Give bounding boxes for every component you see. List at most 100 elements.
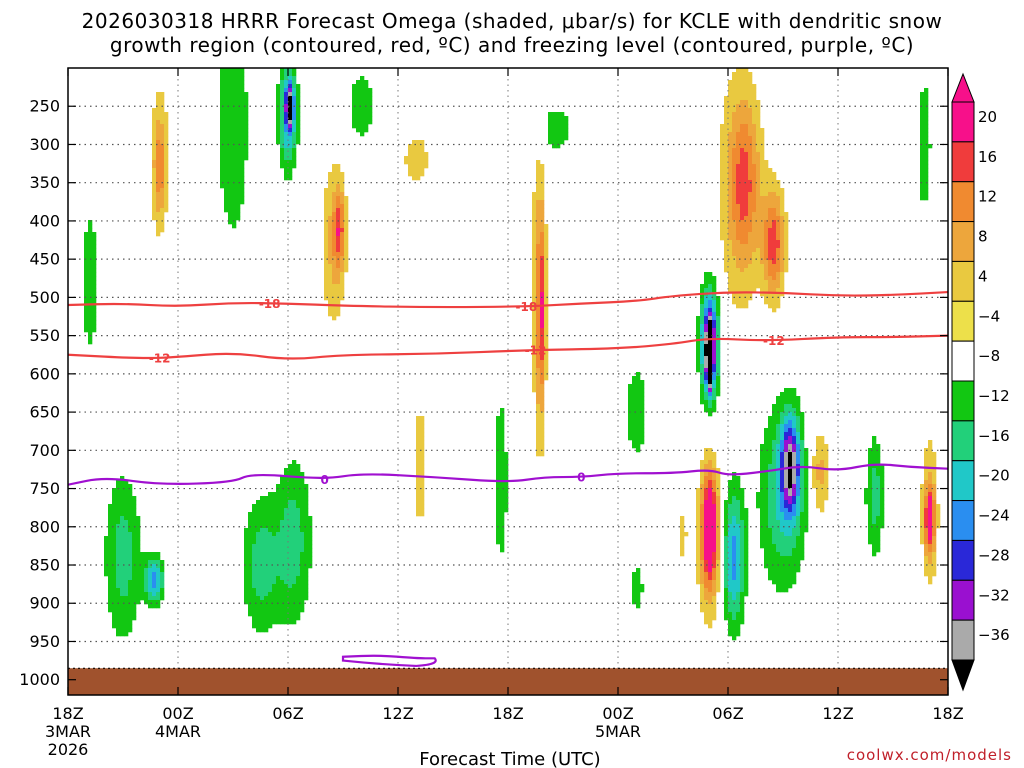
- omega-cell: [332, 308, 337, 313]
- omega-cell: [732, 556, 737, 561]
- omega-cell: [732, 76, 737, 81]
- omega-cell: [328, 216, 333, 221]
- omega-cell: [276, 492, 281, 497]
- omega-cell: [240, 200, 245, 205]
- omega-cell: [736, 520, 741, 525]
- omega-cell: [736, 280, 741, 285]
- omega-cell: [160, 224, 165, 229]
- omega-cell: [300, 520, 305, 525]
- omega-cell: [292, 112, 297, 117]
- omega-cell: [360, 116, 365, 121]
- omega-cell: [764, 180, 769, 185]
- omega-cell: [740, 284, 745, 289]
- omega-cell: [920, 524, 925, 529]
- omega-cell: [84, 256, 89, 261]
- omega-cell: [812, 456, 817, 461]
- omega-cell: [300, 544, 305, 549]
- omega-cell: [304, 560, 309, 565]
- omega-cell: [160, 208, 165, 213]
- omega-cell: [264, 520, 269, 525]
- omega-cell: [788, 452, 793, 457]
- omega-cell: [124, 504, 129, 509]
- omega-cell: [544, 296, 549, 301]
- omega-cell: [220, 80, 225, 85]
- omega-cell: [120, 616, 125, 621]
- omega-cell: [132, 520, 137, 525]
- omega-cell: [340, 248, 345, 253]
- omega-cell: [788, 444, 793, 449]
- omega-cell: [752, 288, 757, 293]
- omega-cell: [780, 244, 785, 249]
- omega-cell: [788, 388, 793, 393]
- omega-cell: [336, 248, 341, 253]
- omega-cell: [776, 576, 781, 581]
- omega-cell: [544, 356, 549, 361]
- x-tick-label: 00Z: [162, 704, 193, 723]
- omega-cell: [564, 128, 569, 133]
- omega-cell: [700, 492, 705, 497]
- omega-cell: [928, 544, 933, 549]
- omega-cell: [332, 180, 337, 185]
- omega-cell: [788, 532, 793, 537]
- omega-cell: [728, 232, 733, 237]
- omega-cell: [764, 240, 769, 245]
- omega-cell: [880, 468, 885, 473]
- omega-cell: [332, 256, 337, 261]
- omega-cell: [240, 88, 245, 93]
- omega-cell: [628, 408, 633, 413]
- omega-cell: [768, 256, 773, 261]
- omega-cell: [712, 492, 717, 497]
- omega-cell: [84, 320, 89, 325]
- omega-cell: [540, 368, 545, 373]
- omega-cell: [792, 444, 797, 449]
- omega-cell: [792, 544, 797, 549]
- omega-cell: [264, 516, 269, 521]
- omega-cell: [788, 456, 793, 461]
- omega-cell: [696, 360, 701, 365]
- omega-cell: [416, 440, 421, 445]
- omega-cell: [368, 100, 373, 105]
- omega-cell: [120, 484, 125, 489]
- omega-cell: [276, 552, 281, 557]
- omega-cell: [752, 100, 757, 105]
- omega-cell: [300, 496, 305, 501]
- omega-cell: [728, 152, 733, 157]
- omega-cell: [768, 520, 773, 525]
- omega-cell: [324, 216, 329, 221]
- omega-cell: [708, 276, 713, 281]
- omega-cell: [680, 544, 685, 549]
- omega-cell: [276, 524, 281, 529]
- omega-cell: [700, 368, 705, 373]
- omega-cell: [872, 492, 877, 497]
- omega-cell: [228, 208, 233, 213]
- omega-cell: [764, 564, 769, 569]
- omega-cell: [536, 364, 541, 369]
- omega-cell: [272, 528, 277, 533]
- omega-cell: [532, 236, 537, 241]
- omega-cell: [296, 96, 301, 101]
- omega-cell: [788, 544, 793, 549]
- omega-cell: [244, 556, 249, 561]
- omega-cell: [112, 600, 117, 605]
- omega-cell: [708, 344, 713, 349]
- omega-cell: [732, 596, 737, 601]
- omega-cell: [156, 220, 161, 225]
- omega-cell: [276, 504, 281, 509]
- omega-cell: [240, 100, 245, 105]
- omega-cell: [752, 176, 757, 181]
- omega-cell: [112, 620, 117, 625]
- omega-cell: [804, 468, 809, 473]
- omega-cell: [288, 592, 293, 597]
- omega-cell: [228, 184, 233, 189]
- omega-cell: [244, 528, 249, 533]
- omega-cell: [228, 212, 233, 217]
- omega-cell: [772, 452, 777, 457]
- omega-cell: [160, 156, 165, 161]
- omega-cell: [788, 460, 793, 465]
- colorbar-label: −12: [978, 387, 1010, 405]
- omega-cell: [240, 104, 245, 109]
- omega-cell: [128, 604, 133, 609]
- omega-cell: [824, 480, 829, 485]
- omega-cell: [228, 128, 233, 133]
- omega-cell: [412, 144, 417, 149]
